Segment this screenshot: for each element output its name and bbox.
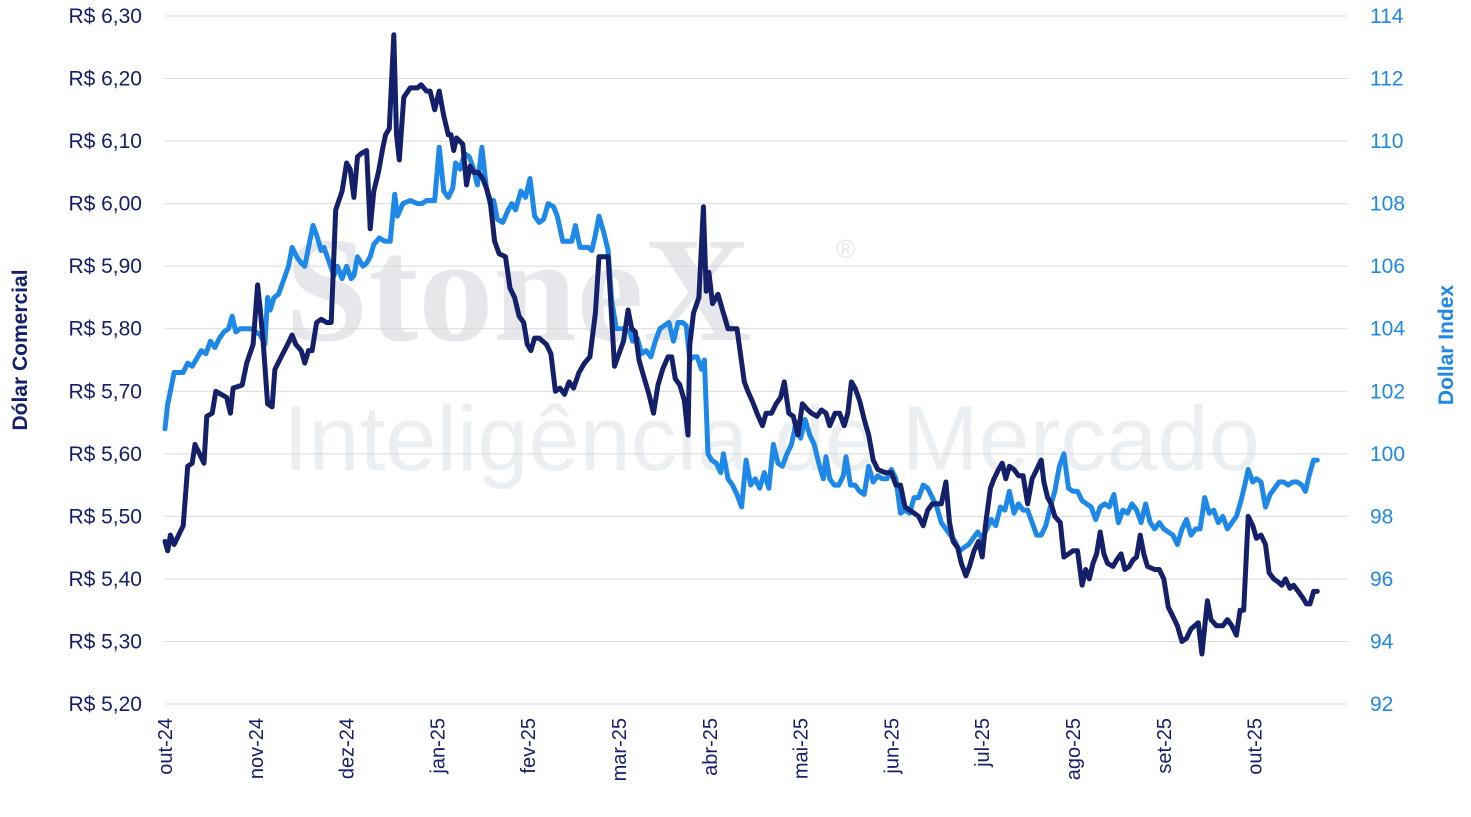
left-tick-label: R$ 6,20: [68, 68, 142, 91]
right-tick-label: 104: [1370, 318, 1405, 341]
x-tick-label: mar-25: [609, 718, 631, 781]
x-tick-label: dez-24: [337, 718, 359, 779]
left-tick-label: R$ 6,10: [68, 130, 142, 153]
watermark-brand: StoneX: [285, 207, 752, 373]
right-tick-label: 100: [1370, 443, 1405, 466]
right-tick-label: 110: [1370, 130, 1403, 153]
x-tick-label: set-25: [1154, 718, 1176, 774]
x-tick-label: jan-25: [427, 718, 449, 775]
left-axis-ticks: R$ 6,30 R$ 6,20 R$ 6,10 R$ 6,00 R$ 5,90 R$ 5,…: [68, 5, 142, 716]
right-tick-label: 106: [1370, 255, 1405, 278]
right-axis-title: Dollar Index: [1435, 285, 1458, 406]
x-tick-label: mai-25: [791, 718, 813, 779]
x-tick-label: out-25: [1245, 718, 1267, 775]
left-tick-label: R$ 5,80: [68, 318, 142, 341]
x-tick-label: nov-24: [246, 718, 268, 779]
x-tick-label: ago-25: [1063, 718, 1085, 780]
right-tick-label: 102: [1370, 380, 1405, 403]
right-tick-label: 108: [1370, 193, 1405, 216]
x-tick-label: fev-25: [518, 718, 540, 774]
left-axis-title: Dólar Comercial: [9, 269, 32, 430]
x-tick-label: abr-25: [700, 718, 722, 776]
right-axis-ticks: 114 112 110 108 106 104 102 100 98 96 94 92: [1370, 5, 1405, 716]
left-tick-label: R$ 5,50: [68, 505, 142, 528]
right-tick-label: 92: [1370, 693, 1393, 716]
left-tick-label: R$ 5,20: [68, 693, 142, 716]
right-tick-label: 112: [1370, 68, 1403, 91]
left-tick-label: R$ 6,00: [68, 193, 142, 216]
right-tick-label: 96: [1370, 568, 1393, 591]
series-line-dolar-comercial: [162, 32, 1320, 657]
right-tick-label: 114: [1370, 5, 1404, 28]
watermark-registered-mark: ®: [836, 234, 855, 264]
left-tick-label: R$ 5,30: [68, 630, 142, 653]
x-axis-ticks: out-24 nov-24 dez-24 jan-25 fev-25 mar-25 abr-…: [155, 718, 1267, 781]
right-tick-label: 98: [1370, 505, 1393, 528]
right-tick-label: 94: [1370, 630, 1394, 653]
series-lines: [162, 32, 1320, 657]
left-tick-label: R$ 6,30: [68, 5, 142, 28]
x-tick-label: out-24: [155, 718, 177, 775]
left-tick-label: R$ 5,60: [68, 443, 142, 466]
x-tick-label: jul-25: [972, 718, 994, 768]
x-tick-label: jun-25: [881, 718, 903, 775]
left-tick-label: R$ 5,70: [68, 380, 142, 403]
left-tick-label: R$ 5,40: [68, 568, 142, 591]
left-tick-label: R$ 5,90: [68, 255, 142, 278]
series-line-dollar-index: [162, 144, 1320, 554]
